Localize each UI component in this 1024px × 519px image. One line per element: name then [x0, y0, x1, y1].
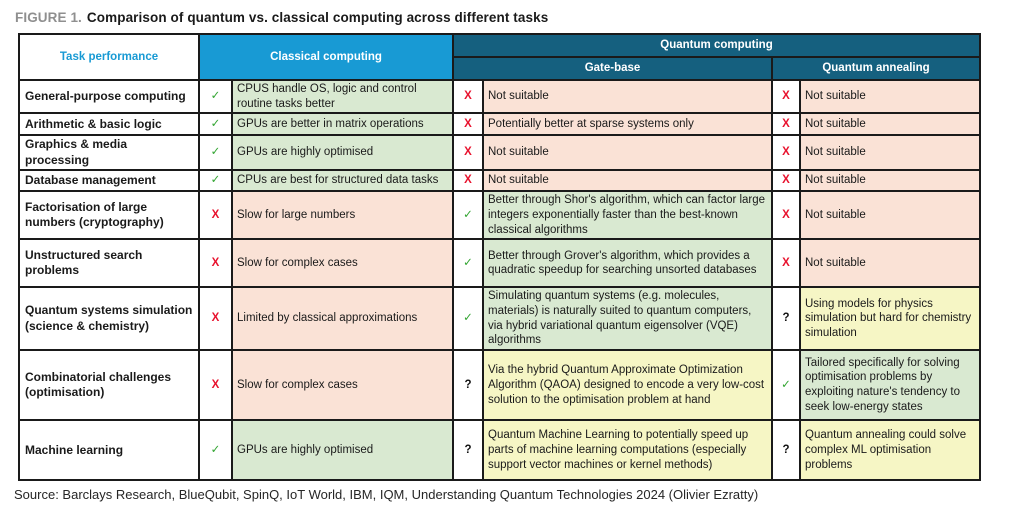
- classical-description: CPUs are best for structured data tasks: [231, 169, 454, 193]
- table-row: Database management ✓ CPUs are best for …: [18, 169, 981, 193]
- header-quantum-computing: Quantum computing: [452, 33, 981, 58]
- comparison-table: Task performance Classical computing Qua…: [18, 33, 981, 482]
- gate-base-description: Not suitable: [482, 169, 773, 193]
- gate-base-mark-icon: ✓: [452, 190, 484, 241]
- header-classical-computing: Classical computing: [198, 33, 454, 81]
- classical-mark-icon: ✓: [198, 134, 233, 172]
- annealing-description: Tailored specifically for solving optimi…: [799, 349, 981, 422]
- annealing-mark-icon: X: [771, 238, 801, 289]
- gate-base-mark-icon: ✓: [452, 286, 484, 352]
- gate-base-mark-icon: X: [452, 134, 484, 172]
- table-row: Factorisation of large numbers (cryptogr…: [18, 190, 981, 241]
- task-cell: Machine learning: [18, 419, 200, 482]
- gate-base-description: Not suitable: [482, 134, 773, 172]
- gate-base-mark-icon: X: [452, 78, 484, 115]
- table-body: General-purpose computing ✓ CPUS handle …: [18, 78, 981, 482]
- table-row: Arithmetic & basic logic ✓ GPUs are bett…: [18, 112, 981, 137]
- classical-mark-icon: X: [198, 286, 233, 352]
- table-row: General-purpose computing ✓ CPUS handle …: [18, 78, 981, 115]
- classical-description: Limited by classical approximations: [231, 286, 454, 352]
- table-row: Machine learning ✓ GPUs are highly optim…: [18, 419, 981, 482]
- gate-base-mark-icon: ✓: [452, 238, 484, 289]
- annealing-mark-icon: ✓: [771, 349, 801, 422]
- classical-description: Slow for complex cases: [231, 349, 454, 422]
- classical-description: GPUs are highly optimised: [231, 419, 454, 482]
- gate-base-description: Better through Shor's algorithm, which c…: [482, 190, 773, 241]
- task-cell: Factorisation of large numbers (cryptogr…: [18, 190, 200, 241]
- gate-base-description: Not suitable: [482, 78, 773, 115]
- classical-description: CPUS handle OS, logic and control routin…: [231, 78, 454, 115]
- task-cell: Database management: [18, 169, 200, 193]
- annealing-mark-icon: ?: [771, 286, 801, 352]
- table-row: Quantum systems simulation (science & ch…: [18, 286, 981, 352]
- gate-base-mark-icon: ?: [452, 419, 484, 482]
- annealing-mark-icon: X: [771, 190, 801, 241]
- annealing-description: Not suitable: [799, 112, 981, 137]
- task-cell: Combinatorial challenges (optimisation): [18, 349, 200, 422]
- header-quantum-annealing: Quantum annealing: [771, 56, 981, 81]
- gate-base-description: Via the hybrid Quantum Approximate Optim…: [482, 349, 773, 422]
- figure-title-text: Comparison of quantum vs. classical comp…: [86, 10, 549, 25]
- classical-mark-icon: X: [198, 238, 233, 289]
- annealing-mark-icon: X: [771, 169, 801, 193]
- classical-mark-icon: X: [198, 190, 233, 241]
- header-task-performance: Task performance: [18, 33, 200, 81]
- classical-mark-icon: X: [198, 349, 233, 422]
- annealing-description: Quantum annealing could solve complex ML…: [799, 419, 981, 482]
- classical-mark-icon: ✓: [198, 169, 233, 193]
- annealing-mark-icon: X: [771, 134, 801, 172]
- gate-base-description: Better through Grover's algorithm, which…: [482, 238, 773, 289]
- gate-base-mark-icon: ?: [452, 349, 484, 422]
- classical-description: GPUs are better in matrix operations: [231, 112, 454, 137]
- annealing-description: Not suitable: [799, 169, 981, 193]
- task-cell: Arithmetic & basic logic: [18, 112, 200, 137]
- figure-title: FIGURE 1. Comparison of quantum vs. class…: [15, 10, 548, 25]
- task-cell: Quantum systems simulation (science & ch…: [18, 286, 200, 352]
- table-row: Unstructured search problems X Slow for …: [18, 238, 981, 289]
- classical-description: Slow for complex cases: [231, 238, 454, 289]
- annealing-description: Not suitable: [799, 78, 981, 115]
- annealing-description: Not suitable: [799, 134, 981, 172]
- header-gate-base: Gate-base: [452, 56, 773, 81]
- task-cell: General-purpose computing: [18, 78, 200, 115]
- gate-base-mark-icon: X: [452, 169, 484, 193]
- figure-label: FIGURE 1.: [15, 10, 82, 25]
- gate-base-description: Quantum Machine Learning to potentially …: [482, 419, 773, 482]
- annealing-description: Not suitable: [799, 238, 981, 289]
- gate-base-mark-icon: X: [452, 112, 484, 137]
- annealing-description: Not suitable: [799, 190, 981, 241]
- gate-base-description: Potentially better at sparse systems onl…: [482, 112, 773, 137]
- gate-base-description: Simulating quantum systems (e.g. molecul…: [482, 286, 773, 352]
- task-cell: Unstructured search problems: [18, 238, 200, 289]
- classical-mark-icon: ✓: [198, 112, 233, 137]
- annealing-mark-icon: X: [771, 112, 801, 137]
- source-citation: Source: Barclays Research, BlueQubit, Sp…: [14, 487, 759, 502]
- table-row: Combinatorial challenges (optimisation) …: [18, 349, 981, 422]
- annealing-mark-icon: X: [771, 78, 801, 115]
- table-header: Task performance Classical computing Qua…: [18, 33, 981, 81]
- classical-description: GPUs are highly optimised: [231, 134, 454, 172]
- classical-description: Slow for large numbers: [231, 190, 454, 241]
- annealing-description: Using models for physics simulation but …: [799, 286, 981, 352]
- table-row: Graphics & media processing ✓ GPUs are h…: [18, 134, 981, 172]
- classical-mark-icon: ✓: [198, 78, 233, 115]
- task-cell: Graphics & media processing: [18, 134, 200, 172]
- classical-mark-icon: ✓: [198, 419, 233, 482]
- annealing-mark-icon: ?: [771, 419, 801, 482]
